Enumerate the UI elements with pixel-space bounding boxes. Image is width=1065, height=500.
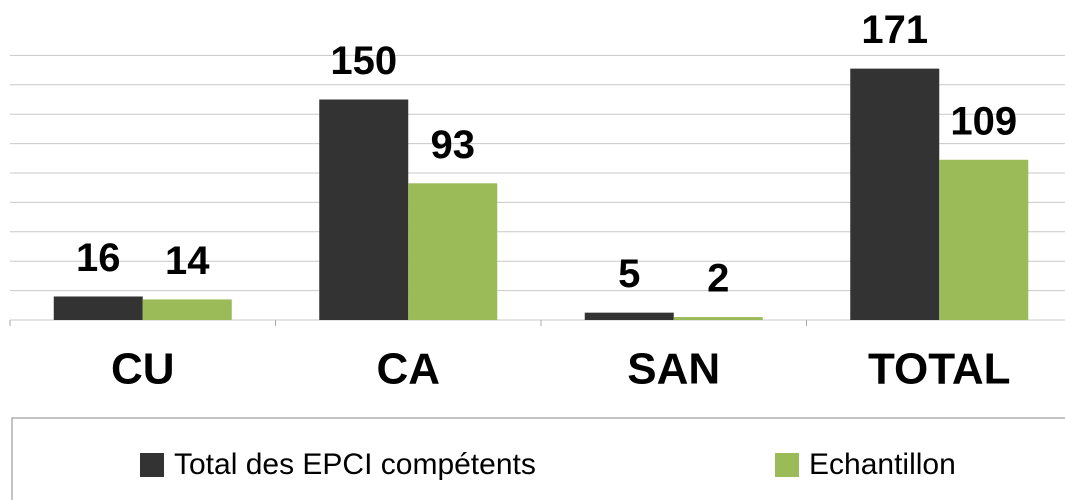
data-label: 150 [330,39,397,83]
data-label: 14 [165,239,210,283]
bar [939,159,1029,320]
x-tick-label: CU [111,345,175,394]
legend-label: Total des EPCI compétents [174,448,536,481]
data-label: 2 [707,257,729,301]
bar [673,317,763,320]
bar [850,68,940,320]
data-label: 16 [76,236,121,280]
x-tick-label: TOTAL [868,345,1011,394]
bar [408,183,498,320]
x-tick-label: SAN [627,345,720,394]
bar [584,312,674,320]
legend-swatch [775,453,799,477]
x-tick-label: CA [376,345,440,394]
legend-box [11,417,1065,500]
data-label: 93 [431,123,476,167]
bar [142,299,232,320]
legend-swatch [140,453,164,477]
bar [53,296,143,320]
legend-label: Echantillon [809,448,956,481]
data-label: 171 [861,8,928,52]
data-label: 5 [618,252,640,296]
bar [319,99,409,320]
data-label: 109 [950,99,1017,143]
